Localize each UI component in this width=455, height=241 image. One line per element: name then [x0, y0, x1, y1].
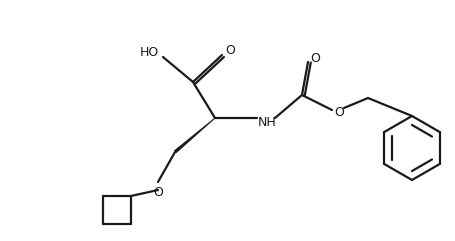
- Polygon shape: [173, 118, 215, 153]
- Text: NH: NH: [257, 116, 276, 129]
- Text: O: O: [334, 106, 343, 119]
- Text: O: O: [309, 52, 319, 65]
- Text: HO: HO: [139, 47, 158, 60]
- Text: O: O: [153, 186, 162, 199]
- Text: O: O: [225, 43, 234, 56]
